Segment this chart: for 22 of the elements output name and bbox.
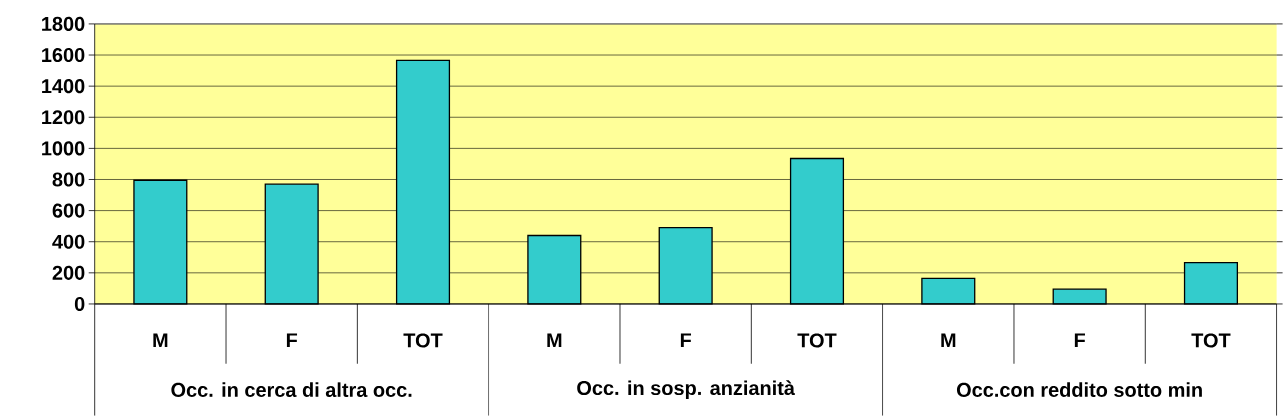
y-tick-label: 1200 (42, 110, 85, 125)
x-tick-label: M (153, 333, 168, 348)
y-tick-label: 1400 (42, 79, 85, 94)
y-tick-label: 200 (52, 265, 85, 280)
text: Occ. in cerca di altra occ. (171, 382, 412, 397)
y-tick-label: 800 (52, 172, 85, 187)
x-tick-label: M (547, 333, 562, 348)
text: Occ.con reddito sotto min (956, 382, 1202, 397)
y-tick-label: 1600 (42, 48, 85, 63)
y-tick-label: 400 (52, 234, 85, 249)
x-tick-label: M (941, 333, 956, 348)
y-tick-label: 0 (74, 296, 85, 312)
y-tick-label: 1800 (42, 16, 85, 31)
x-tick-label: TOT (1191, 333, 1231, 348)
x-tick-label: TOT (403, 333, 443, 348)
y-tick-label: 1000 (42, 141, 85, 156)
text: Occ. in sosp. anzianità (577, 380, 795, 400)
x-tick-label: F (1074, 333, 1085, 348)
x-tick-label: TOT (797, 333, 837, 348)
y-tick-label: 600 (52, 203, 85, 218)
x-tick-label: F (680, 333, 692, 348)
x-tick-label: F (286, 333, 298, 348)
